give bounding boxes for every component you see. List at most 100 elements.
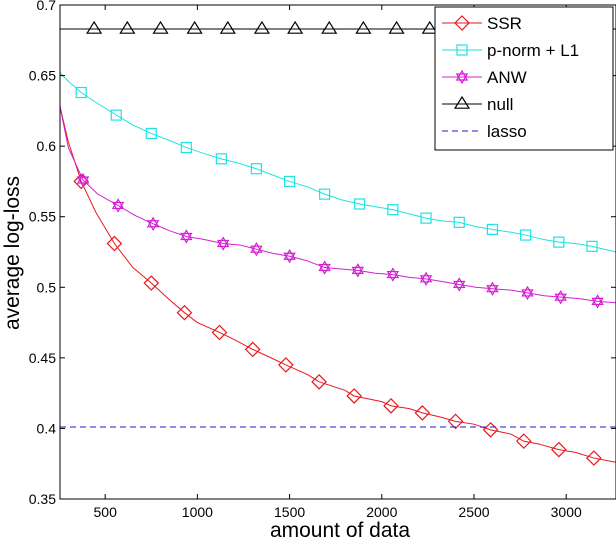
- legend-item-lasso: lasso: [442, 122, 527, 141]
- data-point-p-norm-l1-5: [250, 163, 262, 175]
- data-point-p-norm-l1-3: [180, 141, 192, 154]
- data-point-anw-1-down: [111, 201, 125, 213]
- legend-label-p-norm-l1: p-norm + L1: [487, 41, 579, 60]
- data-point-anw-5-down: [250, 245, 263, 257]
- legend-label-ssr: SSR: [487, 14, 522, 33]
- data-point-anw-13-down: [521, 289, 534, 301]
- data-point-anw-2: [146, 216, 160, 231]
- data-point-ssr-13: [515, 433, 532, 449]
- y-tick-label-5: 0.6: [37, 138, 57, 154]
- data-point-anw-14-down: [554, 293, 567, 305]
- axes: 0.35 0.4 0.45 0.5 0.55 0.6 0.65 0.7 500 1000 1500 2…: [29, 0, 616, 520]
- data-point-null-3: [186, 20, 203, 34]
- data-point-anw-7: [318, 260, 331, 275]
- x-tick-label-3: 2000: [366, 504, 397, 520]
- data-point-ssr-5: [244, 341, 261, 358]
- data-point-null-1: [119, 20, 136, 34]
- series-p-norm-l1: [60, 72, 616, 253]
- data-point-anw-3-up: [180, 229, 193, 241]
- data-point-anw-6: [283, 249, 296, 264]
- data-point-ssr-1: [106, 235, 123, 252]
- data-point-null-10: [421, 20, 438, 34]
- data-point-ssr-8: [346, 388, 362, 404]
- legend-label-anw: ANW: [487, 68, 527, 87]
- data-point-anw-6-up: [283, 249, 296, 260]
- y-tick-label-1: 0.4: [37, 420, 57, 436]
- data-point-anw-8: [351, 263, 365, 278]
- data-point-ssr-15: [586, 450, 602, 466]
- data-point-anw-12-up: [486, 281, 499, 293]
- data-point-anw-7-up: [318, 260, 331, 272]
- legend-marker-anw: [455, 69, 469, 85]
- data-point-null-8: [355, 20, 372, 34]
- legend-item-ssr: SSR: [442, 14, 522, 33]
- data-point-anw-12: [486, 281, 499, 296]
- legend-label-null: null: [487, 95, 513, 114]
- data-point-anw-2-up: [146, 216, 160, 228]
- data-point-anw-2-down: [146, 220, 160, 231]
- data-point-ssr-9: [383, 397, 399, 414]
- plot-area: [60, 20, 616, 466]
- x-tick-label-1: 1000: [182, 504, 213, 520]
- data-point-anw-15: [591, 294, 604, 309]
- data-point-ssr-6: [278, 357, 294, 373]
- series-line-ssr: [60, 106, 616, 463]
- legend-item-null: null: [442, 95, 513, 114]
- x-tick-label-4: 2500: [458, 504, 489, 520]
- data-point-null-5: [253, 20, 271, 34]
- legend-marker-ssr: [454, 15, 470, 31]
- x-axis-label: amount of data: [270, 519, 410, 542]
- data-point-anw-5: [250, 241, 263, 257]
- data-point-p-norm-l1-1: [110, 109, 122, 121]
- y-tick-label-3: 0.5: [37, 279, 57, 295]
- y-tick-label-0: 0.35: [29, 491, 56, 507]
- data-point-anw-9: [386, 267, 400, 282]
- data-point-ssr-14: [550, 441, 567, 458]
- data-point-anw-15-down: [591, 297, 604, 309]
- data-point-anw-13: [521, 285, 534, 301]
- series-line-anw: [60, 106, 616, 304]
- data-point-anw-5-up: [250, 241, 263, 253]
- data-point-p-norm-l1-12: [486, 223, 499, 236]
- data-point-anw-8-up: [351, 263, 365, 274]
- data-point-anw-0-up: [76, 172, 90, 184]
- data-point-anw-14-up: [554, 289, 567, 301]
- data-point-p-norm-l1-4: [215, 153, 227, 165]
- data-point-anw-4-down: [216, 239, 230, 251]
- data-point-p-norm-l1-15: [586, 240, 598, 252]
- legend-label-lasso: lasso: [487, 122, 527, 141]
- x-tick-label-0: 500: [94, 504, 118, 520]
- legend-item-p-norm-l1: p-norm + L1: [442, 41, 579, 60]
- data-point-anw-7-down: [318, 263, 331, 275]
- y-tick-label-7: 0.7: [37, 0, 57, 13]
- data-point-null-0: [86, 20, 103, 34]
- data-point-p-norm-l1-11: [453, 216, 465, 228]
- data-point-anw-13-up: [521, 285, 534, 297]
- data-point-anw-11-down: [453, 280, 466, 292]
- data-point-anw-12-down: [486, 285, 499, 296]
- data-point-null-4: [219, 20, 236, 34]
- data-point-p-norm-l1-13: [520, 229, 532, 241]
- legend-marker-p-norm-l1: [456, 44, 468, 56]
- data-point-ssr-4: [211, 324, 228, 341]
- data-point-p-norm-l1-0: [75, 86, 87, 99]
- legend-marker-null: [453, 95, 471, 109]
- data-point-ssr-7: [311, 374, 327, 390]
- data-point-ssr-11: [447, 413, 464, 430]
- data-point-anw-3-down: [180, 232, 193, 244]
- data-point-null-7: [321, 20, 338, 34]
- axes-frame: [59, 4, 616, 500]
- data-point-p-norm-l1-8: [354, 198, 366, 210]
- series-line-p-norm-l1: [60, 72, 616, 253]
- data-point-p-norm-l1-2: [145, 127, 157, 140]
- data-point-anw-8-down: [351, 266, 365, 278]
- data-point-anw-6-down: [283, 252, 296, 264]
- data-point-anw-14: [554, 289, 567, 305]
- data-point-ssr-3: [176, 304, 193, 321]
- data-point-anw-10-down: [419, 275, 433, 287]
- data-point-anw-0-down: [76, 176, 90, 188]
- data-point-anw-10-up: [419, 271, 433, 283]
- y-tick-label-6: 0.65: [29, 68, 56, 84]
- x-tick-label-5: 3000: [551, 504, 582, 520]
